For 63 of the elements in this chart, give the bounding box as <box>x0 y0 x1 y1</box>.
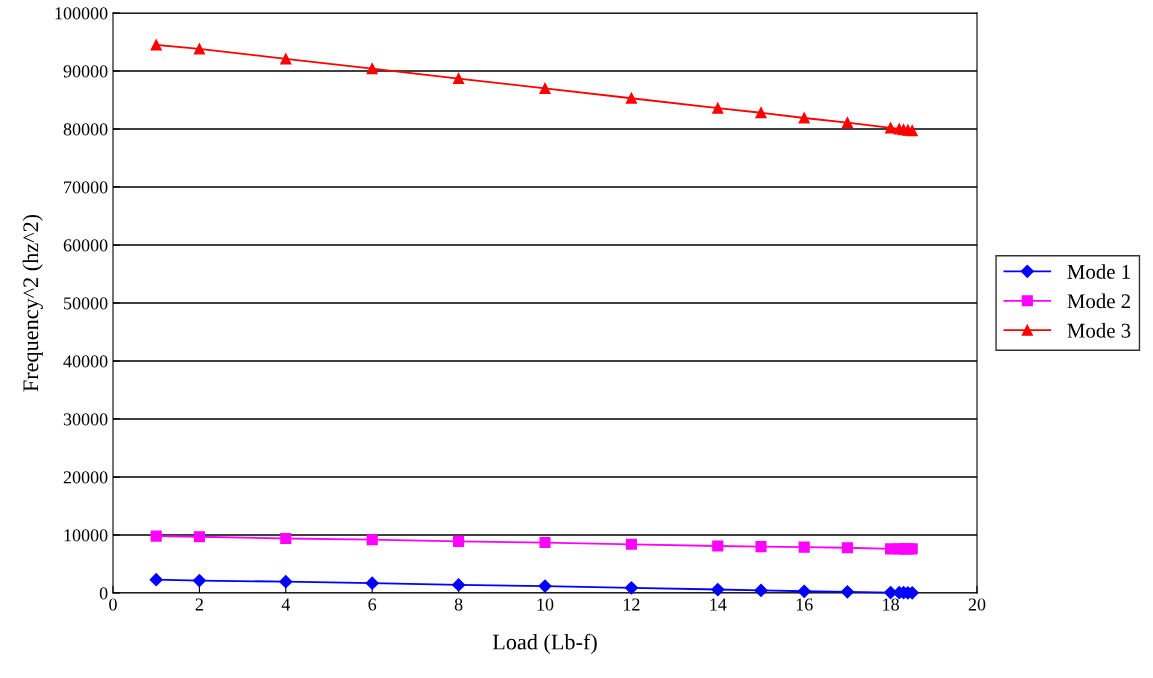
point <box>755 541 767 553</box>
x-tick-label: 18 <box>883 598 899 611</box>
x-tick-label: 12 <box>623 598 640 611</box>
legend-label: Mode 2 <box>1067 293 1130 309</box>
point <box>453 72 465 85</box>
point <box>538 579 552 593</box>
point <box>452 578 466 592</box>
x-tick-label: 8 <box>454 598 463 611</box>
point <box>625 92 637 104</box>
y-tick-label: 20000 <box>63 471 108 484</box>
point <box>711 582 725 597</box>
point <box>755 107 767 119</box>
point <box>841 117 853 129</box>
point <box>712 540 724 552</box>
point <box>150 39 162 51</box>
point <box>193 531 205 543</box>
point <box>712 102 724 114</box>
point <box>193 43 205 55</box>
point <box>885 122 897 134</box>
x-axis-title: Load (Lb-f) <box>492 633 597 655</box>
point <box>150 530 162 542</box>
point <box>840 585 854 599</box>
point <box>797 584 811 598</box>
point <box>539 82 551 94</box>
y-tick-label: 80000 <box>63 123 108 136</box>
x-tick-label: 2 <box>195 598 203 611</box>
y-tick-label: 50000 <box>64 297 108 310</box>
y-tick-label: 30000 <box>63 413 108 426</box>
y-tick-label: 100000 <box>55 7 108 20</box>
y-axis-title: Frequency^2 (hz^2) <box>22 214 43 392</box>
y-tick-label: 60000 <box>63 239 108 252</box>
legend-label: Mode 1 <box>1067 264 1130 279</box>
point <box>624 581 638 595</box>
x-tick-label: 4 <box>281 598 291 611</box>
point <box>798 541 810 553</box>
point <box>280 53 292 65</box>
y-tick-label: 10000 <box>64 529 108 542</box>
x-tick-label: 10 <box>537 598 554 611</box>
y-tick-label: 90000 <box>63 65 108 78</box>
y-tick-label: 40000 <box>63 355 108 368</box>
point <box>906 543 918 555</box>
x-tick-label: 16 <box>796 598 813 611</box>
point <box>280 532 292 545</box>
point <box>149 573 163 587</box>
y-tick-label: 0 <box>99 587 108 600</box>
point <box>279 575 293 589</box>
legend-label: Mode 3 <box>1067 323 1131 338</box>
point <box>453 535 465 547</box>
x-tick-label: 14 <box>710 598 727 611</box>
point <box>754 583 768 597</box>
x-tick-label: 0 <box>109 598 117 611</box>
x-tick-label: 6 <box>368 598 377 611</box>
point <box>539 536 551 549</box>
point <box>365 576 379 590</box>
point <box>366 534 378 546</box>
x-tick-label: 20 <box>968 598 986 611</box>
point <box>366 63 378 75</box>
point <box>906 125 918 137</box>
y-tick-label: 70000 <box>64 181 108 194</box>
point <box>192 573 206 588</box>
point <box>841 542 853 554</box>
point <box>625 538 637 550</box>
point <box>798 112 810 124</box>
